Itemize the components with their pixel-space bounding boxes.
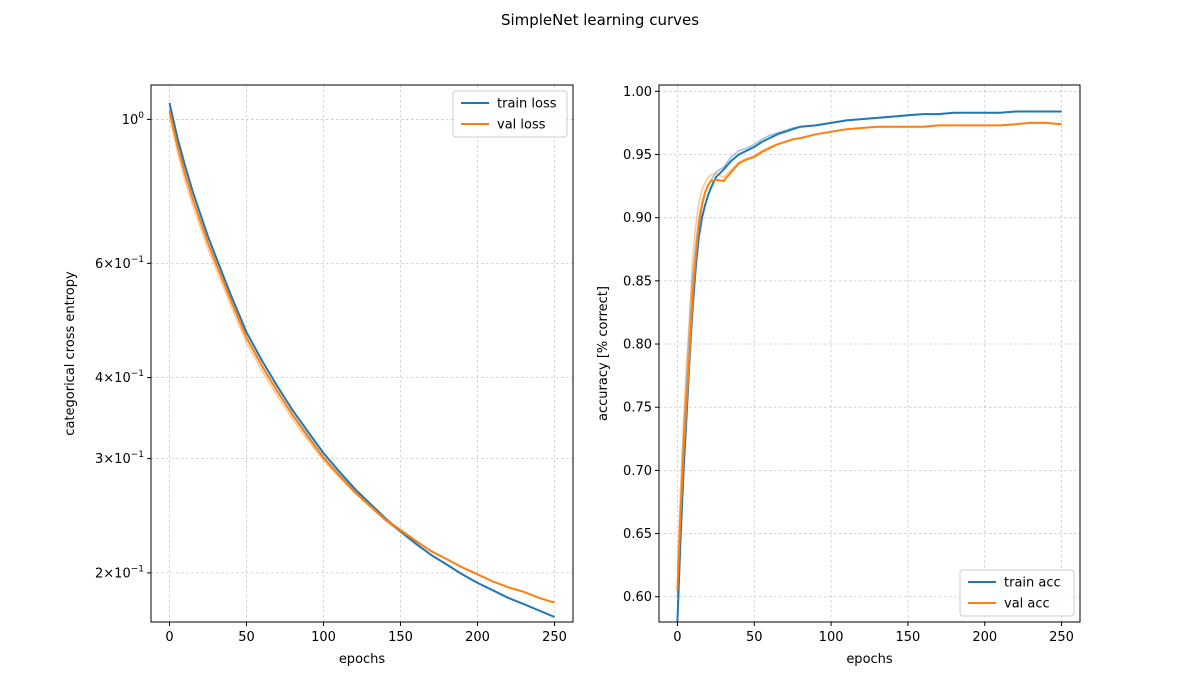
acc-y-tick-label: 0.90: [623, 211, 652, 226]
acc-y-tick-label: 0.85: [623, 274, 652, 289]
loss-y-tick-label: 3×10−1: [95, 450, 144, 467]
acc-y-tick-label: 0.60: [623, 590, 652, 605]
loss-panel: 0 50 100 150 200 250 100 6×10−1 4×10−1 3×10−1 2×10…: [63, 84, 574, 667]
acc-gridlines: [659, 85, 1080, 622]
figure-title: SimpleNet learning curves: [501, 11, 699, 29]
acc-x-tick-label: 250: [1049, 630, 1074, 645]
acc-y-tick-label: 0.80: [623, 338, 652, 353]
acc-y-tick-label: 1.00: [623, 85, 652, 100]
acc-x-tick-label: 50: [746, 630, 763, 645]
acc-y-tick-label: 0.70: [623, 464, 652, 479]
loss-x-tick-label: 0: [165, 630, 173, 645]
acc-axes-frame: [658, 84, 1081, 623]
acc-y-tick-label: 0.95: [623, 148, 652, 163]
val-acc-line: [676, 121, 1062, 591]
loss-x-tick-label: 200: [465, 630, 490, 645]
loss-gridlines: [151, 85, 573, 622]
val-loss-legend-label: val loss: [497, 118, 546, 133]
loss-legend: train loss val loss: [452, 90, 568, 138]
acc-x-tick-label: 0: [673, 630, 681, 645]
loss-x-tick-label: 100: [311, 630, 336, 645]
loss-axes-frame: [150, 84, 574, 623]
train-acc-line: [676, 110, 1062, 623]
acc-y-tick-label: 0.65: [623, 527, 652, 542]
acc-y-tick-label: 0.75: [623, 401, 652, 416]
loss-y-tick-label: 2×10−1: [95, 564, 144, 581]
acc-x-axis-label: epochs: [846, 652, 893, 667]
acc-x-tick-label: 150: [895, 630, 920, 645]
val-loss-line: [168, 110, 555, 604]
loss-y-tick-label: 6×10−1: [95, 255, 144, 272]
loss-x-tick-label: 50: [238, 630, 255, 645]
train-acc-legend-label: train acc: [1004, 576, 1061, 591]
loss-y-tick-label: 4×10−1: [95, 369, 144, 386]
train-loss-line: [168, 102, 555, 618]
val-acc-legend-label: val acc: [1004, 597, 1050, 612]
loss-x-tick-label: 250: [542, 630, 567, 645]
train-loss-legend-label: train loss: [497, 97, 557, 112]
loss-x-axis-label: epochs: [339, 652, 386, 667]
loss-y-axis-label: categorical cross entropy: [63, 271, 78, 436]
loss-x-tick-label: 150: [388, 630, 413, 645]
acc-x-tick-label: 100: [819, 630, 844, 645]
acc-y-axis-label: accuracy [% correct]: [596, 286, 611, 421]
acc-x-tick-label: 200: [972, 630, 997, 645]
accuracy-panel: 0 50 100 150 200 250 0.60 0.65 0.70 0.75 0.80 0.85 0…: [596, 84, 1081, 667]
acc-legend: train acc val acc: [959, 569, 1075, 617]
loss-y-tick-label: 100: [122, 111, 145, 128]
